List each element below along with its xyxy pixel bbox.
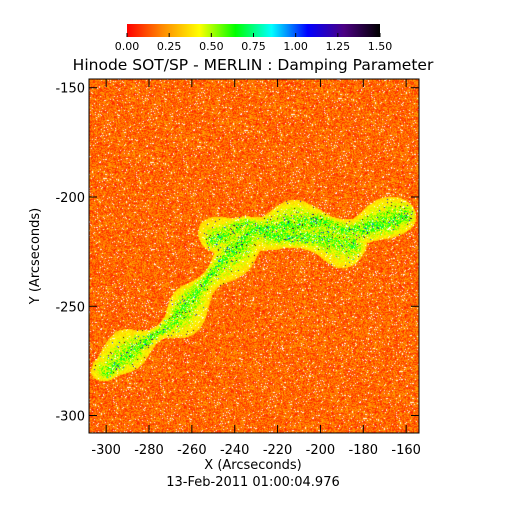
colorbar-tick-label: 1.00: [283, 40, 308, 53]
y-tick-label: -250: [55, 300, 85, 315]
colorbar-tick-label: 1.50: [368, 40, 393, 53]
x-axis-ticks: -300 -280 -260 -240 -220 -200 -180 -160: [91, 79, 421, 458]
colorbar-tick-label: 1.25: [326, 40, 351, 53]
y-tick-label: -150: [55, 82, 85, 97]
colorbar-tick-label: 0.25: [157, 40, 182, 53]
x-tick-label: -180: [349, 443, 379, 458]
colorbar-tick-label: 0.50: [199, 40, 224, 53]
x-axis-label: X (Arcseconds): [204, 458, 301, 473]
colorbar-tick-label: 0.75: [241, 40, 266, 53]
colorbar-ticks: 0.00 0.25 0.50 0.75 1.00 1.25 1.50: [115, 33, 393, 53]
chart-title: Hinode SOT/SP - MERLIN : Damping Paramet…: [73, 56, 434, 74]
y-axis-ticks: -300 -250 -200 -150: [55, 82, 419, 425]
x-tick-label: -300: [91, 443, 121, 458]
plot-frame: [88, 78, 420, 434]
x-tick-label: -160: [391, 443, 421, 458]
colorbar-tick-label: 0.00: [115, 40, 140, 53]
timestamp-footer: 13-Feb-2011 01:00:04.976: [166, 475, 340, 490]
y-axis-label: Y (Arcseconds): [28, 208, 43, 305]
x-tick-label: -220: [263, 443, 293, 458]
y-tick-label: -300: [55, 410, 85, 425]
heatmap-raster: [89, 79, 419, 433]
x-tick-label: -280: [134, 443, 164, 458]
x-tick-label: -260: [177, 443, 207, 458]
colorbar: [127, 24, 380, 37]
y-tick-label: -200: [55, 191, 85, 206]
x-tick-label: -240: [220, 443, 250, 458]
x-tick-label: -200: [306, 443, 336, 458]
